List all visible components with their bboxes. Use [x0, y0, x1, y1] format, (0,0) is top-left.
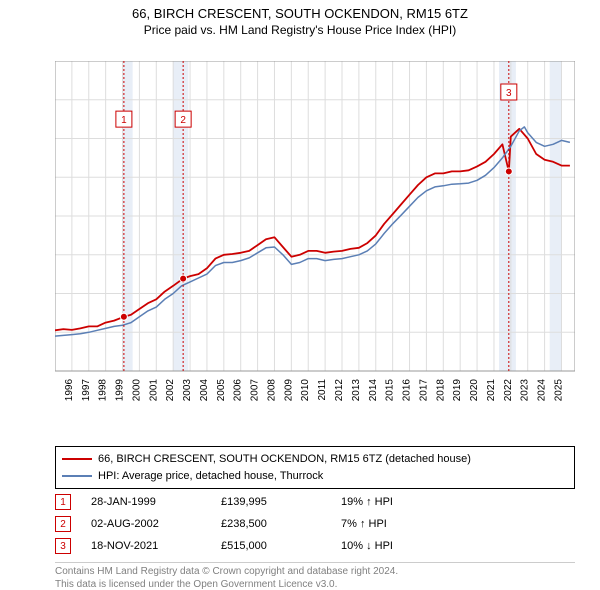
svg-text:2024: 2024 — [537, 379, 548, 402]
svg-text:2017: 2017 — [418, 379, 429, 402]
sale-date: 18-NOV-2021 — [91, 540, 221, 552]
svg-text:2010: 2010 — [300, 379, 311, 402]
footer-line-2: This data is licensed under the Open Gov… — [55, 578, 575, 590]
svg-text:2000: 2000 — [131, 379, 142, 402]
svg-text:2021: 2021 — [486, 379, 497, 402]
svg-text:2016: 2016 — [402, 379, 413, 402]
svg-text:2009: 2009 — [283, 379, 294, 402]
legend-swatch — [62, 475, 92, 477]
sale-vs-hpi: 7% ↑ HPI — [341, 518, 441, 530]
sale-price: £238,500 — [221, 518, 341, 530]
line-chart: £0£100K£200K£300K£400K£500K£600K£700K£80… — [55, 61, 575, 411]
svg-text:2020: 2020 — [469, 379, 480, 402]
legend-label: 66, BIRCH CRESCENT, SOUTH OCKENDON, RM15… — [98, 451, 471, 468]
svg-text:2023: 2023 — [520, 379, 531, 402]
svg-text:2018: 2018 — [435, 379, 446, 402]
svg-text:2015: 2015 — [385, 379, 396, 402]
svg-text:1999: 1999 — [115, 379, 126, 402]
svg-text:2002: 2002 — [165, 379, 176, 402]
legend-item: 66, BIRCH CRESCENT, SOUTH OCKENDON, RM15… — [62, 451, 568, 468]
sale-row: 3 18-NOV-2021£515,00010% ↓ HPI — [55, 535, 575, 557]
svg-text:2006: 2006 — [233, 379, 244, 402]
footer-line-1: Contains HM Land Registry data © Crown c… — [55, 565, 575, 578]
sale-row: 1 28-JAN-1999£139,99519% ↑ HPI — [55, 491, 575, 513]
footer-attribution: Contains HM Land Registry data © Crown c… — [55, 562, 575, 590]
sale-vs-hpi: 10% ↓ HPI — [341, 540, 441, 552]
sale-vs-hpi: 19% ↑ HPI — [341, 496, 441, 508]
legend-item: HPI: Average price, detached house, Thur… — [62, 468, 568, 485]
sale-row: 2 02-AUG-2002£238,5007% ↑ HPI — [55, 513, 575, 535]
svg-text:2: 2 — [180, 115, 186, 126]
sale-date: 28-JAN-1999 — [91, 496, 221, 508]
legend-swatch — [62, 458, 92, 460]
svg-text:1998: 1998 — [98, 379, 109, 402]
svg-text:2013: 2013 — [351, 379, 362, 402]
chart-subtitle: Price paid vs. HM Land Registry's House … — [0, 23, 600, 39]
svg-text:2011: 2011 — [317, 379, 328, 401]
svg-text:2008: 2008 — [266, 379, 277, 402]
sale-marker-box: 3 — [55, 538, 71, 554]
svg-text:1997: 1997 — [81, 379, 92, 402]
sale-date: 02-AUG-2002 — [91, 518, 221, 530]
sale-price: £515,000 — [221, 540, 341, 552]
svg-text:2022: 2022 — [503, 379, 514, 402]
sale-marker-box: 2 — [55, 516, 71, 532]
svg-text:2019: 2019 — [452, 379, 463, 402]
svg-text:2005: 2005 — [216, 379, 227, 402]
svg-text:2012: 2012 — [334, 379, 345, 402]
svg-text:1: 1 — [121, 115, 127, 126]
chart-title: 66, BIRCH CRESCENT, SOUTH OCKENDON, RM15… — [0, 6, 600, 23]
svg-text:2025: 2025 — [553, 379, 564, 402]
sales-table: 1 28-JAN-1999£139,99519% ↑ HPI 2 02-AUG-200… — [55, 491, 575, 557]
svg-text:1996: 1996 — [64, 379, 75, 402]
svg-text:2001: 2001 — [148, 379, 159, 402]
svg-text:3: 3 — [506, 88, 512, 99]
svg-text:2007: 2007 — [250, 379, 261, 402]
sale-price: £139,995 — [221, 496, 341, 508]
svg-text:1995: 1995 — [55, 379, 58, 402]
chart-area: £0£100K£200K£300K£400K£500K£600K£700K£80… — [55, 61, 575, 411]
svg-text:2014: 2014 — [368, 379, 379, 402]
legend-label: HPI: Average price, detached house, Thur… — [98, 468, 323, 485]
svg-text:2004: 2004 — [199, 379, 210, 402]
legend: 66, BIRCH CRESCENT, SOUTH OCKENDON, RM15… — [55, 446, 575, 489]
svg-text:2003: 2003 — [182, 379, 193, 402]
sale-marker-box: 1 — [55, 494, 71, 510]
